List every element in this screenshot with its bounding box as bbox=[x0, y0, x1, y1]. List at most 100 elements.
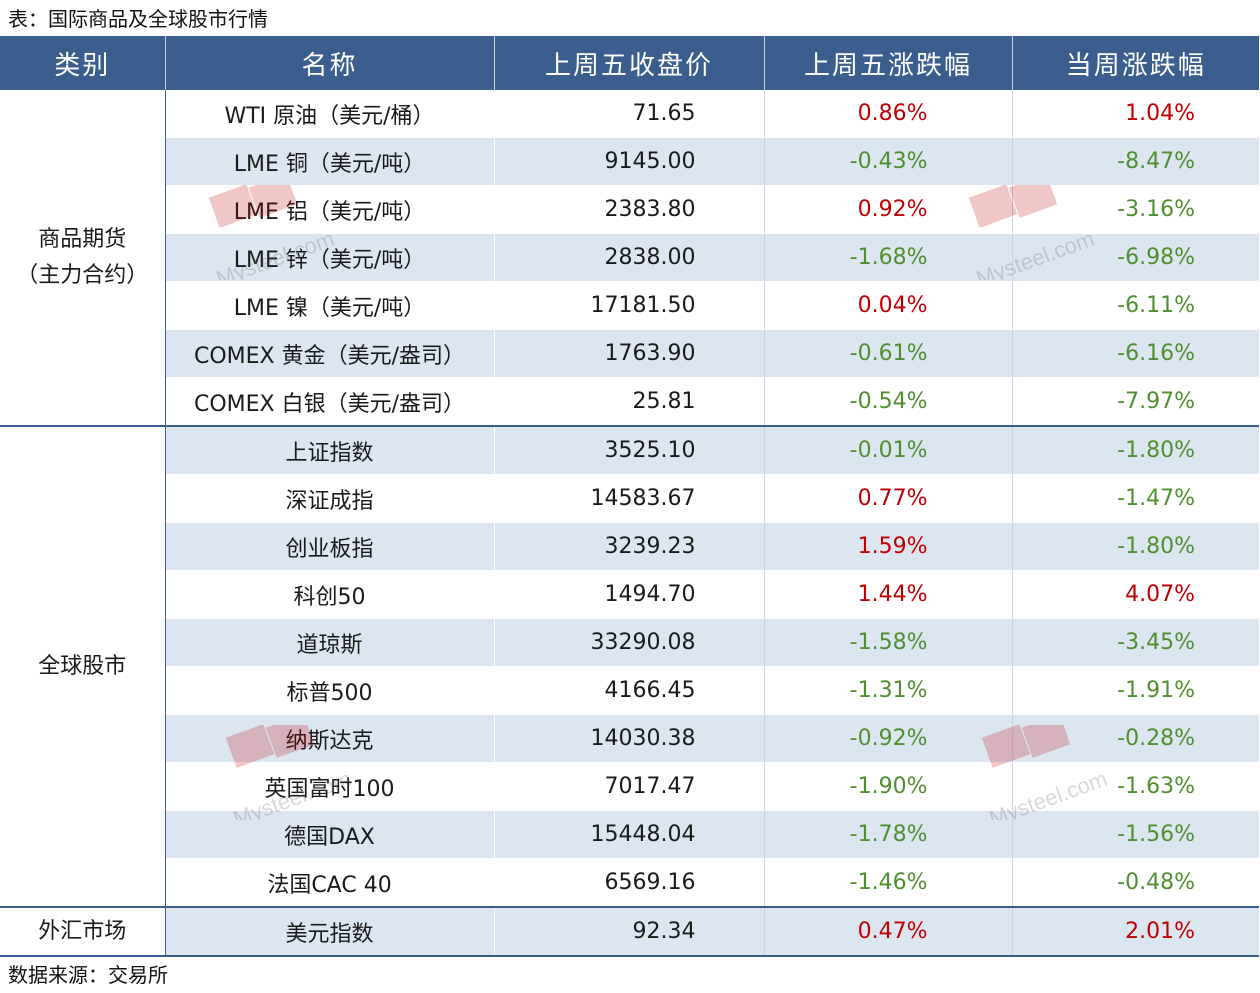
category-cell: 外汇市场 bbox=[0, 907, 166, 957]
instrument-name: COMEX 黄金（美元/盎司） bbox=[165, 329, 495, 378]
week-change: -1.47% bbox=[1011, 474, 1259, 523]
friday-change: -0.01% bbox=[763, 426, 1012, 475]
week-change: -1.80% bbox=[1011, 522, 1259, 571]
table-body: 商品期货 （主力合约） WTI 原油（美元/桶） 71.65 0.86% 1.04% LME… bbox=[0, 90, 1259, 957]
category-label: 外汇市场 bbox=[38, 918, 127, 944]
close-price: 17181.50 bbox=[493, 281, 764, 330]
close-price: 3239.23 bbox=[493, 522, 764, 571]
friday-change: -0.61% bbox=[763, 329, 1012, 378]
close-price: 6569.16 bbox=[493, 858, 764, 908]
table-row: LME 镍（美元/吨） 17181.50 0.04% -6.11% bbox=[0, 281, 1259, 330]
table-row: 纳斯达克 14030.38 -0.92% -0.28% bbox=[0, 714, 1259, 763]
friday-change: -0.92% bbox=[763, 714, 1012, 763]
instrument-name: 德国DAX bbox=[165, 810, 495, 859]
week-change: -6.11% bbox=[1011, 281, 1259, 330]
week-change: -8.47% bbox=[1011, 137, 1259, 186]
instrument-name: 深证成指 bbox=[165, 474, 495, 523]
instrument-name: 法国CAC 40 bbox=[165, 858, 495, 908]
close-price: 7017.47 bbox=[493, 762, 764, 811]
close-price: 4166.45 bbox=[493, 666, 764, 715]
category-cell: 商品期货 （主力合约） bbox=[0, 90, 166, 427]
instrument-name: COMEX 白银（美元/盎司） bbox=[165, 377, 495, 427]
week-change: 4.07% bbox=[1011, 570, 1259, 619]
week-change: -0.48% bbox=[1011, 858, 1259, 908]
friday-change: 0.92% bbox=[763, 185, 1012, 234]
table-row: LME 锌（美元/吨） 2838.00 -1.68% -6.98% bbox=[0, 233, 1259, 282]
friday-change: -0.54% bbox=[763, 377, 1012, 427]
friday-change: 1.59% bbox=[763, 522, 1012, 571]
friday-change: 0.04% bbox=[763, 281, 1012, 330]
table-row: LME 铜（美元/吨） 9145.00 -0.43% -8.47% bbox=[0, 137, 1259, 186]
table-caption: 表：国际商品及全球股市行情 bbox=[8, 7, 268, 31]
instrument-name: WTI 原油（美元/桶） bbox=[165, 90, 495, 138]
close-price: 1494.70 bbox=[493, 570, 764, 619]
category-label: 全球股市 bbox=[38, 653, 127, 679]
close-price: 15448.04 bbox=[493, 810, 764, 859]
instrument-name: 创业板指 bbox=[165, 522, 495, 571]
table-row: 标普500 4166.45 -1.31% -1.91% bbox=[0, 666, 1259, 715]
instrument-name: LME 铝（美元/吨） bbox=[165, 185, 495, 234]
instrument-name: LME 镍（美元/吨） bbox=[165, 281, 495, 330]
table-row: 法国CAC 40 6569.16 -1.46% -0.48% bbox=[0, 858, 1259, 908]
close-price: 14583.67 bbox=[493, 474, 764, 523]
week-change: -3.16% bbox=[1011, 185, 1259, 234]
friday-change: 0.77% bbox=[763, 474, 1012, 523]
week-change: -6.98% bbox=[1011, 233, 1259, 282]
table-row: 外汇市场 美元指数 92.34 0.47% 2.01% bbox=[0, 907, 1259, 957]
close-price: 9145.00 bbox=[493, 137, 764, 186]
header-name: 名称 bbox=[164, 36, 494, 90]
week-change: -0.28% bbox=[1011, 714, 1259, 763]
close-price: 14030.38 bbox=[493, 714, 764, 763]
data-source-note: 数据来源：交易所 bbox=[8, 963, 168, 987]
table-row: 全球股市 上证指数 3525.10 -0.01% -1.80% bbox=[0, 426, 1259, 908]
friday-change: 0.86% bbox=[763, 90, 1012, 138]
market-table: 类别 名称 上周五收盘价 上周五涨跌幅 当周涨跌幅 商品期货 （主力合约） WTI … bbox=[0, 36, 1259, 957]
close-price: 71.65 bbox=[493, 90, 764, 138]
friday-change: 1.44% bbox=[763, 570, 1012, 619]
category-cell: 全球股市 bbox=[0, 426, 166, 908]
category-label: 商品期货 bbox=[38, 226, 127, 252]
friday-change: -1.68% bbox=[763, 233, 1012, 282]
instrument-name: 科创50 bbox=[165, 570, 495, 619]
table-row: 道琼斯 33290.08 -1.58% -3.45% bbox=[0, 618, 1259, 667]
friday-change: -1.46% bbox=[763, 858, 1012, 908]
friday-change: -1.58% bbox=[763, 618, 1012, 667]
table-row: 商品期货 （主力合约） WTI 原油（美元/桶） 71.65 0.86% 1.04% bbox=[0, 90, 1259, 427]
instrument-name: 标普500 bbox=[165, 666, 495, 715]
instrument-name: 上证指数 bbox=[165, 426, 495, 475]
friday-change: 0.47% bbox=[763, 907, 1012, 957]
week-change: -1.63% bbox=[1011, 762, 1259, 811]
week-change: -1.56% bbox=[1011, 810, 1259, 859]
table-row: 科创50 1494.70 1.44% 4.07% bbox=[0, 570, 1259, 619]
week-change: 2.01% bbox=[1011, 907, 1259, 957]
table-row: 深证成指 14583.67 0.77% -1.47% bbox=[0, 474, 1259, 523]
week-change: -3.45% bbox=[1011, 618, 1259, 667]
close-price: 92.34 bbox=[493, 907, 764, 957]
table-row: COMEX 白银（美元/盎司） 25.81 -0.54% -7.97% bbox=[0, 377, 1259, 427]
close-price: 1763.90 bbox=[493, 329, 764, 378]
table-row: 创业板指 3239.23 1.59% -1.80% bbox=[0, 522, 1259, 571]
table-row: COMEX 黄金（美元/盎司） 1763.90 -0.61% -6.16% bbox=[0, 329, 1259, 378]
close-price: 2838.00 bbox=[493, 233, 764, 282]
table-row: LME 铝（美元/吨） 2383.80 0.92% -3.16% bbox=[0, 185, 1259, 234]
close-price: 2383.80 bbox=[493, 185, 764, 234]
friday-change: -1.78% bbox=[763, 810, 1012, 859]
instrument-name: 英国富时100 bbox=[165, 762, 495, 811]
friday-change: -1.31% bbox=[763, 666, 1012, 715]
header-close-price: 上周五收盘价 bbox=[493, 36, 764, 90]
instrument-name: 纳斯达克 bbox=[165, 714, 495, 763]
instrument-name: LME 锌（美元/吨） bbox=[165, 233, 495, 282]
close-price: 33290.08 bbox=[493, 618, 764, 667]
week-change: 1.04% bbox=[1011, 90, 1259, 138]
week-change: -7.97% bbox=[1011, 377, 1259, 427]
header-friday-change: 上周五涨跌幅 bbox=[763, 36, 1012, 90]
header-row: 类别 名称 上周五收盘价 上周五涨跌幅 当周涨跌幅 bbox=[0, 36, 1259, 90]
friday-change: -1.90% bbox=[763, 762, 1012, 811]
header-week-change: 当周涨跌幅 bbox=[1011, 36, 1259, 90]
friday-change: -0.43% bbox=[763, 137, 1012, 186]
week-change: -1.91% bbox=[1011, 666, 1259, 715]
header-category: 类别 bbox=[0, 36, 165, 90]
week-change: -6.16% bbox=[1011, 329, 1259, 378]
close-price: 3525.10 bbox=[493, 426, 764, 475]
category-sublabel: （主力合约） bbox=[16, 262, 149, 288]
